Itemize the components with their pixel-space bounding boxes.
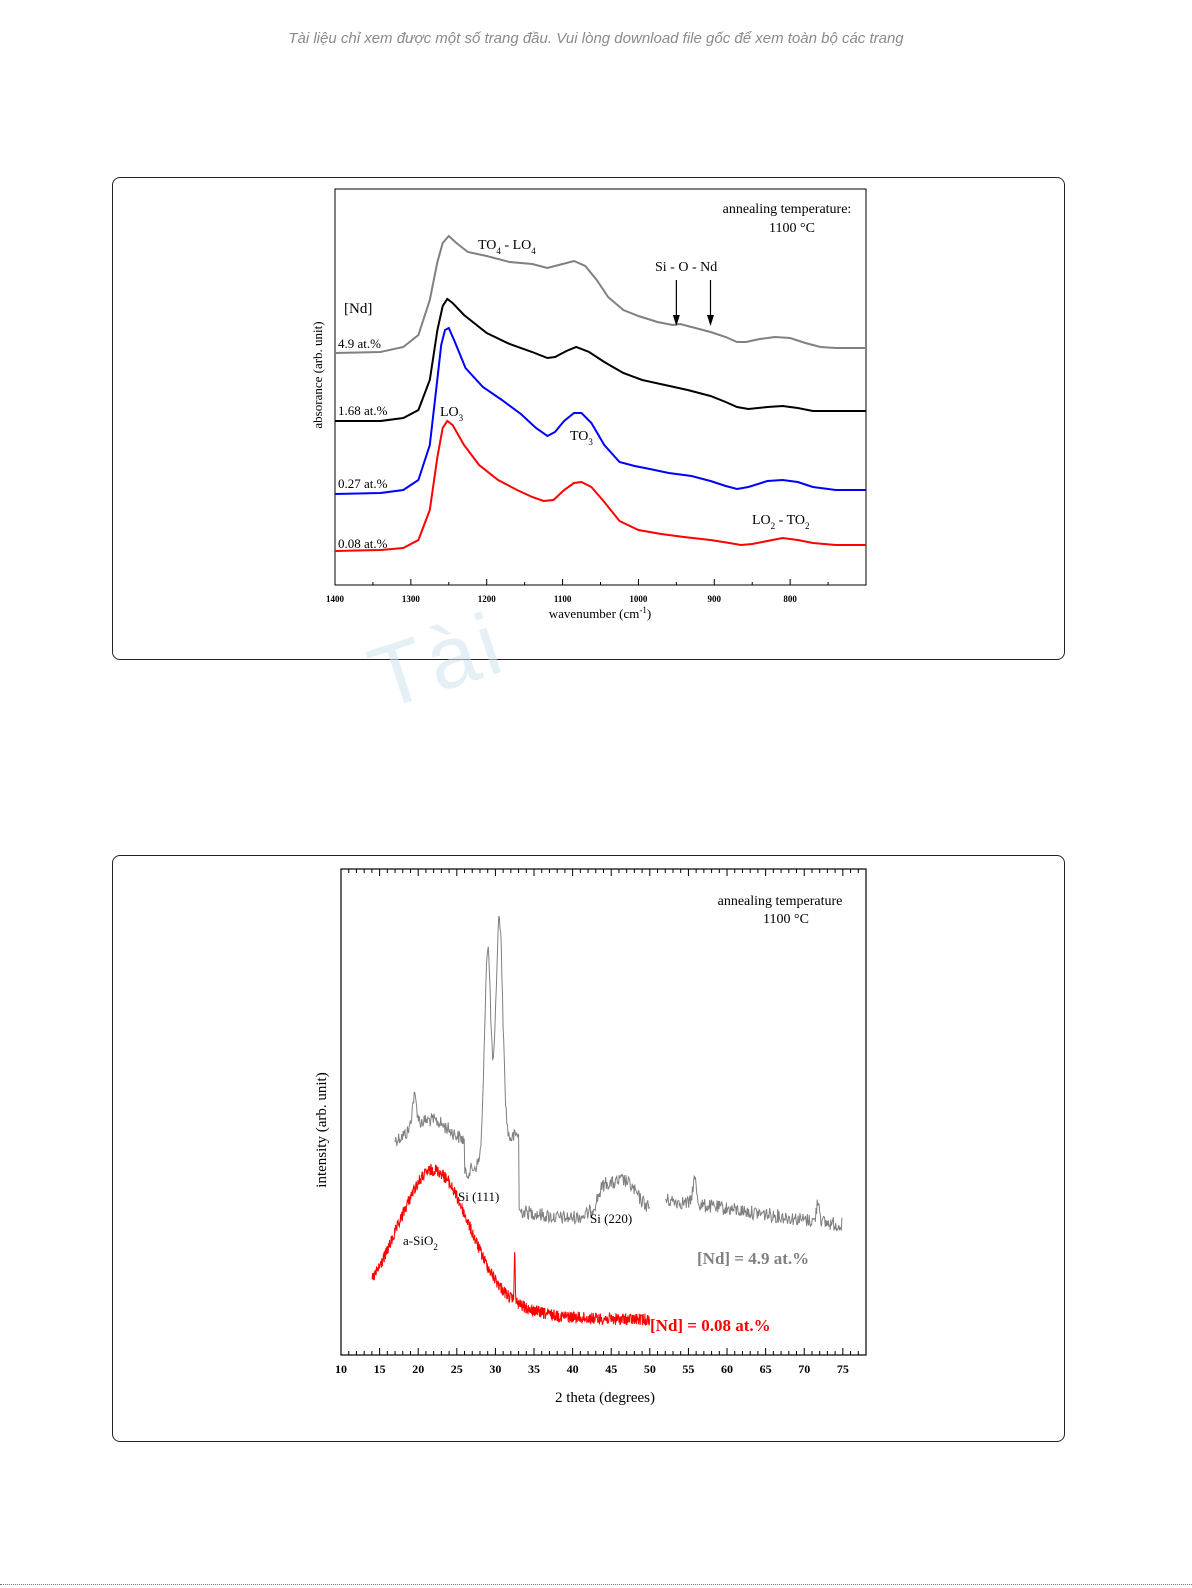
xrd-x-tick-label: 25: [451, 1362, 463, 1376]
xrd-plot-area: [340, 868, 867, 1356]
xrd-series-nd-0-08: [371, 1163, 651, 1326]
xrd-annotation-line1: annealing temperature: [718, 894, 843, 909]
xrd-x-tick-label: 40: [567, 1362, 579, 1376]
ftir-peak-label-lo3: LO3: [440, 405, 464, 423]
ftir-series-4-9-at: [334, 234, 866, 354]
ftir-series-label-0-08-at: 0.08 at.%: [338, 536, 388, 551]
ftir-peak-label-lo2-to2: LO2 - TO2: [752, 513, 810, 531]
xrd-x-tick-label: 20: [412, 1362, 424, 1376]
ftir-x-tick-label: 1300: [402, 594, 421, 604]
ftir-x-tick-label: 1400: [326, 594, 345, 604]
xrd-x-tick-label: 35: [528, 1362, 540, 1376]
xrd-xlabel: 2 theta (degrees): [555, 1390, 655, 1406]
ftir-series-label-0-27-at: 0.27 at.%: [338, 476, 388, 491]
xrd-x-tick-label: 50: [644, 1362, 656, 1376]
xrd-peak-label-si220: Si (220): [590, 1211, 632, 1226]
xrd-peak-label-asio2: a-SiO2: [403, 1233, 438, 1252]
ftir-legend-title: [Nd]: [344, 301, 372, 317]
ftir-arrowhead-1: [706, 315, 714, 326]
ftir-series-0-08-at: [334, 419, 866, 552]
xrd-chart-frame: [112, 855, 1065, 1442]
ftir-x-tick-label: 900: [708, 594, 722, 604]
xrd-x-tick-label: 60: [721, 1362, 733, 1376]
ftir-peak-label-to4-lo4: TO4 - LO4: [478, 238, 536, 256]
ftir-chart: 1400 1300 1200 1100 1000 900 800 4.9 at.% 1.68 …: [310, 188, 867, 621]
xrd-annotation-line2: 1100 °C: [763, 912, 809, 927]
xrd-red-marker: [530, 1306, 539, 1315]
xrd-x-tick-label: 70: [798, 1362, 810, 1376]
ftir-x-tick-label: 1000: [629, 594, 648, 604]
xrd-x-tick-label: 45: [605, 1362, 617, 1376]
xrd-x-tick-label: 10: [335, 1362, 347, 1376]
xrd-x-tick-label: 15: [374, 1362, 386, 1376]
ftir-xlabel: wavenumber (cm-1): [549, 605, 651, 621]
xrd-ylabel: intensity (arb. unit): [314, 1072, 330, 1187]
xrd-series-nd-4-9: [394, 915, 843, 1232]
ftir-series-0-27-at: [334, 326, 866, 495]
ftir-peak-label-si-o-nd: Si - O - Nd: [655, 260, 717, 275]
ftir-series-label-1-68-at: 1.68 at.%: [338, 403, 388, 418]
xrd-x-tick-label: 65: [760, 1362, 772, 1376]
bottom-rule: [0, 1584, 1192, 1585]
xrd-x-tick-label: 75: [837, 1362, 849, 1376]
xrd-x-tick-label: 55: [682, 1362, 694, 1376]
ftir-x-tick-label: 1200: [478, 594, 497, 604]
ftir-x-tick-label: 800: [783, 594, 797, 604]
ftir-arrowhead-0: [672, 315, 680, 326]
download-notice: Tài liệu chỉ xem được một số trang đầu. …: [288, 30, 904, 47]
xrd-peak-label-si111: Si (111): [458, 1189, 499, 1204]
ftir-annotation-line2: 1100 °C: [769, 221, 815, 236]
xrd-x-tick-label: 30: [489, 1362, 501, 1376]
xrd-legend-4-9: [Nd] = 4.9 at.%: [697, 1249, 809, 1268]
ftir-series-1-68-at: [335, 297, 866, 422]
ftir-x-tick-label: 1100: [554, 594, 572, 604]
ftir-series-label-4-9-at: 4.9 at.%: [338, 336, 381, 351]
xrd-legend-0-08: [Nd] = 0.08 at.%: [650, 1316, 771, 1335]
ftir-annotation-line1: annealing temperature:: [723, 202, 852, 217]
ftir-peak-label-to3: TO3: [570, 429, 593, 447]
ftir-ylabel: absorance (arb. unit): [310, 321, 325, 428]
ftir-chart-frame: [112, 177, 1065, 660]
